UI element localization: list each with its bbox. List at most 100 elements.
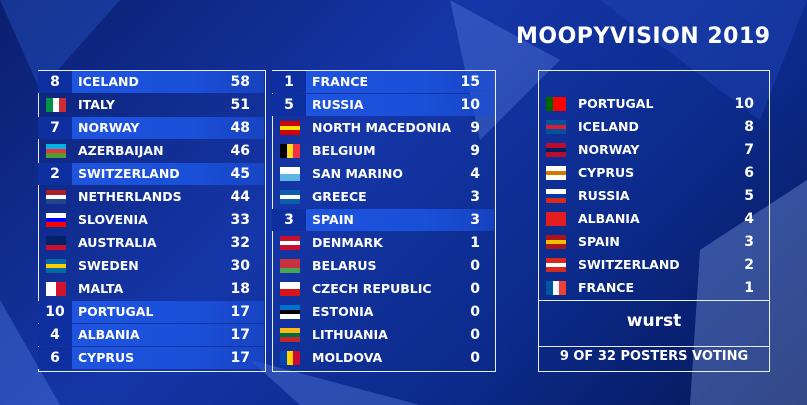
country-name: DENMARK [312,235,383,250]
flag-stripe [546,120,566,125]
country-row: ITALY 51 [38,94,264,116]
points-received: 4 [38,324,72,346]
flag-icon [546,120,566,134]
country-name: CYPRUS [578,165,635,180]
divider [539,300,769,301]
flag-stripe [280,332,300,338]
score: 33 [230,212,250,228]
score: 9 [470,143,480,159]
flag-stripe [546,212,566,217]
country-row: 8 ICELAND 58 [38,71,264,93]
highlight [38,301,264,323]
score: 17 [230,327,250,343]
score: 32 [230,235,250,251]
flag-stripe [286,144,294,158]
flag-icon [46,282,66,296]
country-name: SLOVENIA [78,212,148,227]
flag-stripe [546,147,566,153]
score: 9 [470,120,480,136]
country-name: BELGIUM [312,143,376,158]
flag-stripe [546,129,566,134]
points-given: 10 [734,96,754,112]
score: 51 [230,97,250,113]
flag-stripe [546,262,566,268]
country-row: AZERBAIJAN 46 [38,140,264,162]
score: 0 [470,304,480,320]
given-row: CYPRUS 6 [538,162,768,184]
points-received: 1 [272,71,306,93]
flag-icon [546,281,566,295]
country-name: SPAIN [312,212,354,227]
score: 45 [230,166,250,182]
flag-stripe [280,174,300,181]
score: 0 [470,327,480,343]
country-name: NORTH MACEDONIA [312,120,452,135]
flag-stripe [46,98,53,112]
title: MOOPYVISION 2019 [516,24,771,49]
flag-stripe [280,167,300,174]
country-name: SAN MARINO [312,166,403,181]
country-name: NORWAY [78,120,140,135]
score: 44 [230,189,250,205]
flag-stripe [46,263,66,269]
country-name: ALBANIA [578,211,640,226]
flag-icon [280,328,300,342]
points-received: 5 [272,94,306,116]
score: 0 [470,281,480,297]
country-row: 6 CYPRUS 17 [38,347,264,369]
flag-icon [280,259,300,273]
voter-name: wurst [626,311,682,331]
flag-stripe [280,144,287,158]
country-name: BELARUS [312,258,377,273]
flag-icon [280,282,300,296]
points-received: 3 [272,209,306,231]
score: 3 [470,189,480,205]
country-row: 1 FRANCE 15 [272,71,494,93]
flag-icon [546,235,566,249]
flag-stripe [559,97,566,111]
given-row: ICELAND 8 [538,116,768,138]
country-row: AUSTRALIA 32 [38,232,264,254]
highlight [272,71,494,93]
score: 0 [470,350,480,366]
country-name: LITHUANIA [312,327,388,342]
flag-stripe [280,309,300,315]
flag-stripe [46,259,66,264]
flag-stripe [546,193,566,199]
country-name: ESTONIA [312,304,374,319]
points-given: 7 [744,142,754,158]
flag-stripe [546,143,566,148]
country-name: FRANCE [578,280,635,295]
points-given: 1 [744,280,754,296]
score: 4 [470,166,480,182]
flag-stripe [546,281,553,295]
country-row: SAN MARINO 4 [272,163,494,185]
country-row: MOLDOVA 0 [272,347,494,369]
flag-stripe [280,194,300,200]
flag-stripe [46,222,66,227]
score: 48 [230,120,250,136]
points-given: 2 [744,257,754,273]
flag-stripe [286,351,294,365]
country-name: SWEDEN [78,258,139,273]
country-name: MOLDOVA [312,350,383,365]
flag-stripe [52,98,60,112]
voter-panel: wurst 9 OF 32 POSTERS VOTING [538,70,770,372]
highlight [38,117,264,139]
score: 17 [230,304,250,320]
given-row: RUSSIA 5 [538,185,768,207]
flag-stripe [293,351,300,365]
score: 3 [470,212,480,228]
flag-stripe [546,216,566,222]
flag-stripe [280,337,300,342]
score: 15 [460,74,480,90]
flag-stripe [280,240,300,246]
points-given: 4 [744,211,754,227]
flag-stripe [280,130,300,135]
points-given: 6 [744,165,754,181]
given-row: SPAIN 3 [538,231,768,253]
score: 1 [470,235,480,251]
flag-icon [280,121,300,135]
points-given: 3 [744,234,754,250]
